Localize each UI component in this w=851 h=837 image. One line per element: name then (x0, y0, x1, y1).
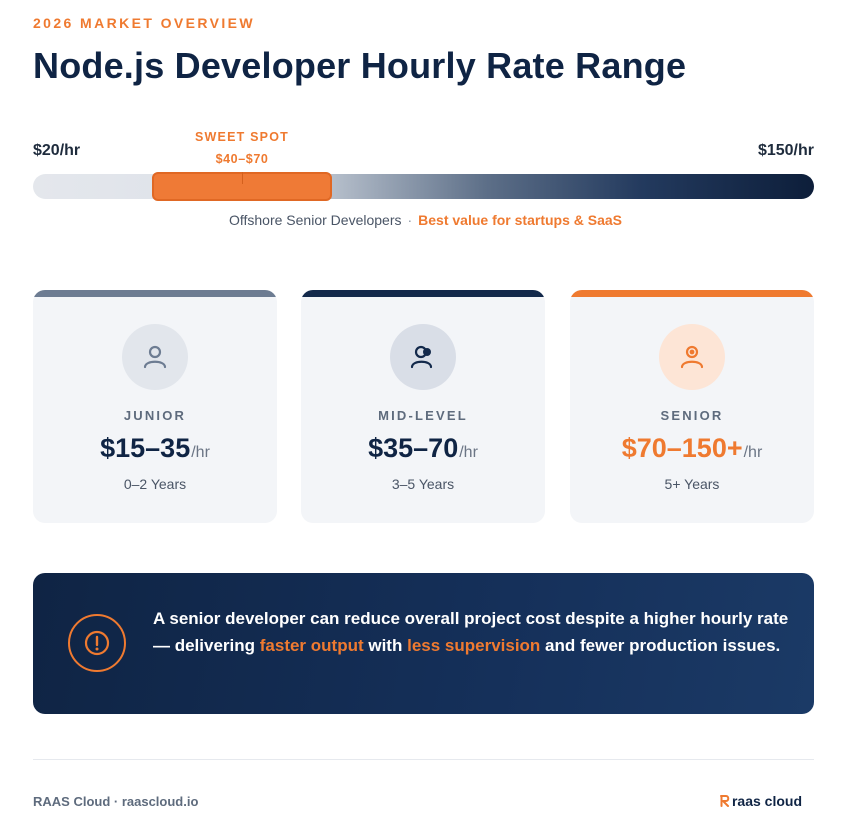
page-title: Node.js Developer Hourly Rate Range (33, 45, 687, 86)
card-mid-level: MID-LEVEL $35–70/hr 3–5 Years (301, 290, 545, 523)
caption-highlight: Best value for startups & SaaS (418, 212, 623, 228)
alert-icon (68, 614, 126, 672)
callout-banner: A senior developer can reduce overall pr… (33, 573, 814, 714)
caption-prefix: Offshore Senior Developers (228, 212, 402, 228)
sweet-spot-label: SWEET SPOT (195, 130, 289, 144)
card-level: MID-LEVEL (378, 408, 468, 423)
range-min-label: $20/hr (33, 142, 81, 159)
card-rate: $70–150+/hr (570, 433, 814, 464)
card-years: 3–5 Years (391, 476, 455, 492)
footer-divider (33, 759, 814, 760)
sweet-spot-tick (242, 172, 243, 184)
avatar (659, 324, 725, 390)
card-years: 0–2 Years (123, 476, 187, 492)
sweet-spot-range: $40–$70 (215, 152, 269, 166)
rate-unit: /hr (191, 444, 210, 461)
card-years: 5+ Years (664, 476, 720, 492)
callout-text-part: and fewer production issues. (540, 636, 781, 655)
card-junior: JUNIOR $15–35/hr 0–2 Years (33, 290, 277, 523)
rate-value: $35–70 (368, 433, 459, 463)
card-level: SENIOR (660, 408, 724, 423)
callout-text-part: A senior developer can reduce overall pr… (153, 609, 789, 655)
brand-name: raas cloud (731, 793, 802, 809)
card-level: JUNIOR (123, 408, 187, 423)
rate-range-track (33, 174, 814, 199)
rate-unit: /hr (459, 444, 478, 461)
card-rate: $35–70/hr (301, 433, 545, 464)
card-rate: $15–35/hr (33, 433, 277, 464)
raas-logo-icon (719, 795, 730, 807)
caption-separator: · (407, 212, 413, 228)
user-chat-icon (410, 345, 433, 369)
rate-value: $15–35 (100, 433, 191, 463)
user-star-icon (680, 345, 704, 369)
rate-unit: /hr (743, 444, 763, 461)
avatar (122, 324, 188, 390)
callout-text-part: with (363, 636, 408, 655)
card-top-bar (570, 290, 814, 297)
range-caption: Offshore Senior Developers · Best value fo… (0, 212, 851, 228)
card-senior: SENIOR $70–150+/hr 5+ Years (570, 290, 814, 523)
card-top-bar (301, 290, 545, 297)
range-max-label: $150/hr (757, 142, 814, 159)
callout-text: A senior developer can reduce overall pr… (153, 605, 793, 659)
card-top-bar (33, 290, 277, 297)
eyebrow-label: 2026 MARKET OVERVIEW (33, 15, 256, 31)
user-icon (143, 345, 167, 369)
rate-value: $70–150+ (621, 433, 743, 463)
callout-highlight: faster output (259, 636, 364, 655)
avatar (390, 324, 456, 390)
footer-credit: RAAS Cloud · raascloud.io (33, 794, 199, 809)
brand-logo: raas cloud (719, 793, 802, 809)
callout-highlight: less supervision (407, 636, 541, 655)
